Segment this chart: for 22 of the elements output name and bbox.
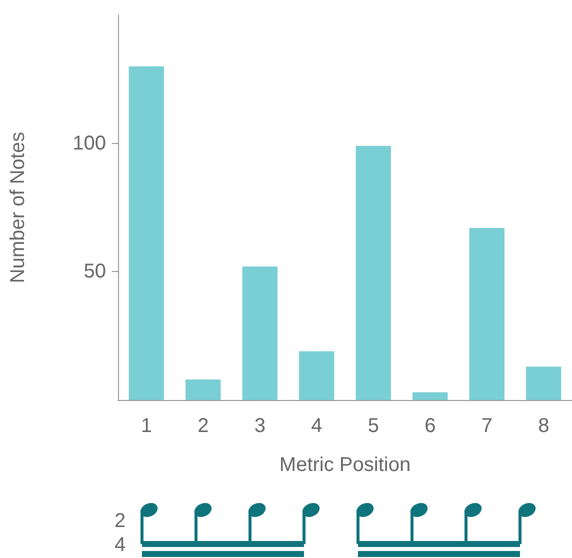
x-tick-label: 8	[538, 415, 550, 437]
x-tick-label: 5	[368, 415, 379, 437]
x-tick-label: 7	[481, 415, 492, 437]
x-tick-label: 2	[198, 415, 209, 437]
x-axis-title: Metric Position	[279, 454, 411, 476]
text: 2	[113, 510, 127, 532]
y-tick-label: 100	[72, 132, 106, 154]
bar	[526, 366, 562, 400]
x-tick-label: 3	[254, 415, 266, 437]
text: 4	[113, 534, 127, 556]
y-axis-title: Number of Notes	[7, 132, 29, 284]
bar	[469, 228, 504, 400]
x-tick-label: 4	[311, 415, 322, 437]
x-tick-label: 1	[140, 415, 152, 437]
x-tick-label: 6	[424, 415, 436, 437]
bar	[299, 351, 334, 400]
bar	[356, 146, 391, 400]
y-tick-label: 50	[84, 260, 106, 283]
bar	[128, 66, 164, 400]
bar	[412, 392, 448, 400]
bar	[242, 266, 278, 400]
bar	[186, 379, 221, 400]
